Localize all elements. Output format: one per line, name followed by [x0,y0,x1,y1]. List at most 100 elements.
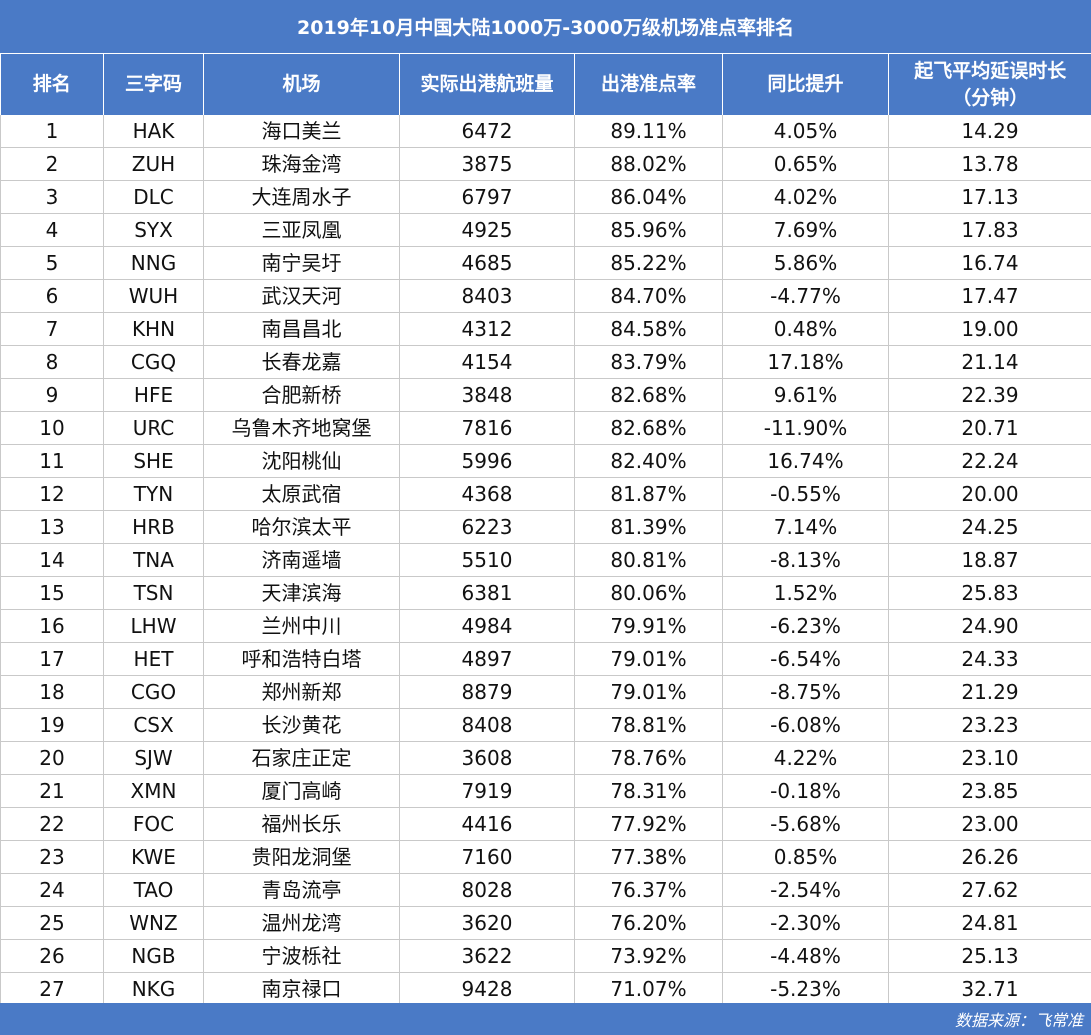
table-row: 18 CGO 郑州新郑 8879 79.01% -8.75% 21.29 [0,675,1091,709]
cell-rank: 21 [0,774,104,808]
cell-yoy: 5.86% [722,246,889,280]
cell-airport: 沈阳桃仙 [203,444,400,478]
cell-yoy: -5.23% [722,972,889,1006]
cell-punctuality: 84.70% [574,279,723,313]
cell-delay: 24.25 [888,510,1091,544]
cell-punctuality: 78.31% [574,774,723,808]
cell-rank: 26 [0,939,104,973]
table-row: 12 TYN 太原武宿 4368 81.87% -0.55% 20.00 [0,477,1091,511]
cell-airport: 贵阳龙洞堡 [203,840,400,874]
table-row: 22 FOC 福州长乐 4416 77.92% -5.68% 23.00 [0,807,1091,841]
cell-flights: 8408 [399,708,575,742]
cell-flights: 8879 [399,675,575,709]
table-title: 2019年10月中国大陆1000万-3000万级机场准点率排名 [0,0,1091,54]
header-yoy: 同比提升 [722,54,889,115]
cell-rank: 8 [0,345,104,379]
header-punctuality: 出港准点率 [574,54,723,115]
cell-punctuality: 81.39% [574,510,723,544]
cell-punctuality: 79.01% [574,675,723,709]
cell-yoy: -5.68% [722,807,889,841]
header-flights: 实际出港航班量 [399,54,575,115]
cell-punctuality: 80.81% [574,543,723,577]
cell-yoy: 0.48% [722,312,889,346]
cell-delay: 20.00 [888,477,1091,511]
table-row: 16 LHW 兰州中川 4984 79.91% -6.23% 24.90 [0,609,1091,643]
cell-airport: 武汉天河 [203,279,400,313]
cell-code: LHW [103,609,204,643]
cell-rank: 23 [0,840,104,874]
table-row: 2 ZUH 珠海金湾 3875 88.02% 0.65% 13.78 [0,147,1091,181]
cell-punctuality: 83.79% [574,345,723,379]
cell-airport: 合肥新桥 [203,378,400,412]
table-row: 17 HET 呼和浩特白塔 4897 79.01% -6.54% 24.33 [0,642,1091,676]
ranking-table: 排名 三字码 机场 实际出港航班量 出港准点率 同比提升 起飞平均延误时长 （分… [0,54,1091,1006]
cell-code: KWE [103,840,204,874]
cell-rank: 14 [0,543,104,577]
cell-code: URC [103,411,204,445]
cell-yoy: 0.65% [722,147,889,181]
cell-flights: 4312 [399,312,575,346]
cell-rank: 7 [0,312,104,346]
table-row: 4 SYX 三亚凤凰 4925 85.96% 7.69% 17.83 [0,213,1091,247]
cell-delay: 17.13 [888,180,1091,214]
table-row: 7 KHN 南昌昌北 4312 84.58% 0.48% 19.00 [0,312,1091,346]
cell-delay: 26.26 [888,840,1091,874]
cell-delay: 23.85 [888,774,1091,808]
cell-airport: 乌鲁木齐地窝堡 [203,411,400,445]
table-row: 14 TNA 济南遥墙 5510 80.81% -8.13% 18.87 [0,543,1091,577]
cell-yoy: -4.48% [722,939,889,973]
cell-flights: 7160 [399,840,575,874]
cell-airport: 济南遥墙 [203,543,400,577]
cell-rank: 25 [0,906,104,940]
cell-yoy: -8.13% [722,543,889,577]
cell-code: CSX [103,708,204,742]
cell-code: KHN [103,312,204,346]
cell-punctuality: 82.40% [574,444,723,478]
cell-delay: 23.10 [888,741,1091,775]
cell-airport: 兰州中川 [203,609,400,643]
cell-code: HRB [103,510,204,544]
cell-code: DLC [103,180,204,214]
cell-code: HFE [103,378,204,412]
cell-punctuality: 79.01% [574,642,723,676]
cell-punctuality: 89.11% [574,115,723,148]
cell-delay: 19.00 [888,312,1091,346]
cell-yoy: -8.75% [722,675,889,709]
table-row: 5 NNG 南宁吴圩 4685 85.22% 5.86% 16.74 [0,246,1091,280]
cell-yoy: -0.18% [722,774,889,808]
cell-rank: 18 [0,675,104,709]
table-row: 20 SJW 石家庄正定 3608 78.76% 4.22% 23.10 [0,741,1091,775]
cell-flights: 4984 [399,609,575,643]
cell-airport: 三亚凤凰 [203,213,400,247]
table-row: 1 HAK 海口美兰 6472 89.11% 4.05% 14.29 [0,115,1091,148]
cell-delay: 18.87 [888,543,1091,577]
cell-code: CGO [103,675,204,709]
cell-yoy: 17.18% [722,345,889,379]
cell-rank: 3 [0,180,104,214]
cell-punctuality: 84.58% [574,312,723,346]
cell-rank: 13 [0,510,104,544]
cell-airport: 南京禄口 [203,972,400,1006]
cell-yoy: -2.30% [722,906,889,940]
cell-punctuality: 73.92% [574,939,723,973]
cell-rank: 17 [0,642,104,676]
cell-rank: 15 [0,576,104,610]
header-rank: 排名 [0,54,104,115]
cell-delay: 22.24 [888,444,1091,478]
cell-punctuality: 82.68% [574,378,723,412]
cell-yoy: 0.85% [722,840,889,874]
cell-punctuality: 81.87% [574,477,723,511]
cell-airport: 宁波栎社 [203,939,400,973]
table-row: 11 SHE 沈阳桃仙 5996 82.40% 16.74% 22.24 [0,444,1091,478]
cell-punctuality: 79.91% [574,609,723,643]
cell-flights: 3848 [399,378,575,412]
cell-delay: 24.81 [888,906,1091,940]
table-row: 24 TAO 青岛流亭 8028 76.37% -2.54% 27.62 [0,873,1091,907]
cell-airport: 海口美兰 [203,115,400,148]
cell-yoy: 16.74% [722,444,889,478]
table-row: 13 HRB 哈尔滨太平 6223 81.39% 7.14% 24.25 [0,510,1091,544]
cell-yoy: -4.77% [722,279,889,313]
data-source: 数据来源：飞常准 [0,1003,1091,1035]
cell-delay: 14.29 [888,115,1091,148]
cell-airport: 厦门高崎 [203,774,400,808]
